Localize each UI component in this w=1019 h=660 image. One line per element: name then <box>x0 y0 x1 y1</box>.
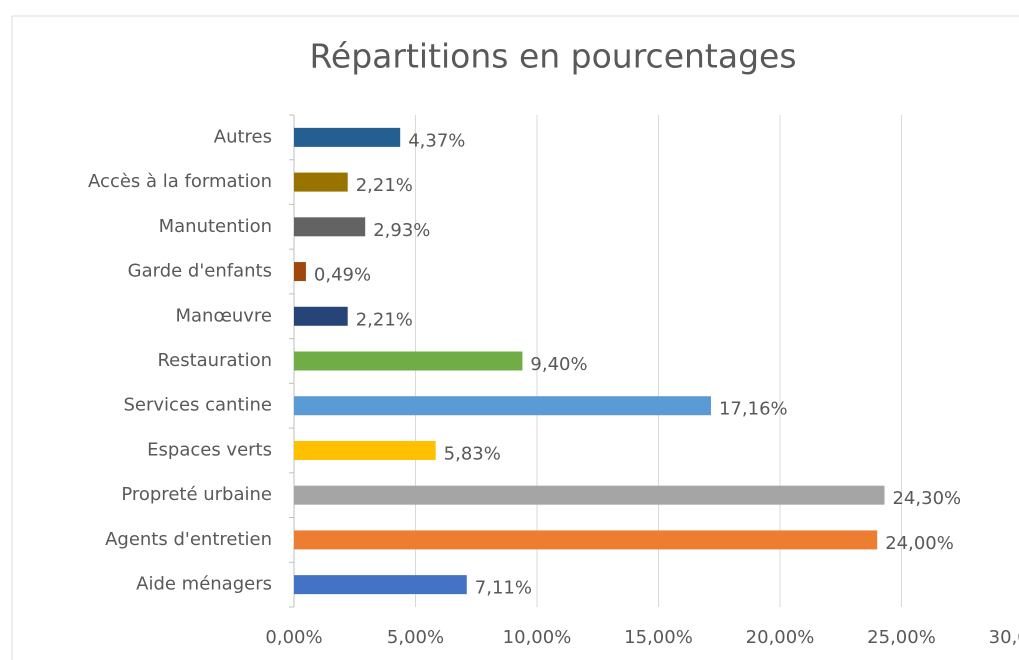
y-tick-label: Autres <box>214 126 272 147</box>
y-tick-label: Garde d'enfants <box>128 261 272 282</box>
data-label: 4,37% <box>408 130 465 151</box>
bar <box>294 172 348 192</box>
data-label: 7,11% <box>475 578 532 599</box>
data-label: 2,93% <box>373 220 430 241</box>
bar <box>294 262 306 282</box>
x-tick-label: 25,00% <box>867 627 936 648</box>
chart-title: Répartitions en pourcentages <box>309 37 796 76</box>
data-label: 24,30% <box>892 488 961 509</box>
bar <box>294 530 878 550</box>
y-tick-label: Aide ménagers <box>136 574 272 595</box>
y-tick-label: Espaces verts <box>147 439 272 460</box>
y-tick-label: Manœuvre <box>175 305 272 326</box>
y-tick-label: Services cantine <box>124 395 273 416</box>
data-label: 2,21% <box>356 309 413 330</box>
x-tick-label: 15,00% <box>624 627 693 648</box>
y-tick-label: Restauration <box>157 350 272 371</box>
data-label: 17,16% <box>719 399 788 420</box>
data-label: 5,83% <box>444 443 501 464</box>
y-tick-label: Accès à la formation <box>88 171 272 192</box>
bar <box>294 440 436 460</box>
bar <box>294 127 401 147</box>
bar <box>294 351 523 371</box>
bar <box>294 217 366 237</box>
data-label: 0,49% <box>314 265 371 286</box>
bar <box>294 575 467 595</box>
data-label: 2,21% <box>356 175 413 196</box>
x-tick-label: 30,00% <box>989 627 1019 648</box>
bar <box>294 485 885 505</box>
x-tick-label: 5,00% <box>387 627 444 648</box>
bar <box>294 396 711 416</box>
x-tick-label: 20,00% <box>746 627 815 648</box>
data-label: 9,40% <box>530 354 587 375</box>
y-tick-label: Propreté urbaine <box>121 484 272 505</box>
bar <box>294 306 348 326</box>
y-tick-label: Manutention <box>159 216 272 237</box>
y-tick-label: Agents d'entretien <box>105 529 272 550</box>
data-label: 24,00% <box>885 533 954 554</box>
x-tick-label: 10,00% <box>503 627 572 648</box>
chart-frame <box>11 15 1019 660</box>
x-tick-label: 0,00% <box>265 627 322 648</box>
